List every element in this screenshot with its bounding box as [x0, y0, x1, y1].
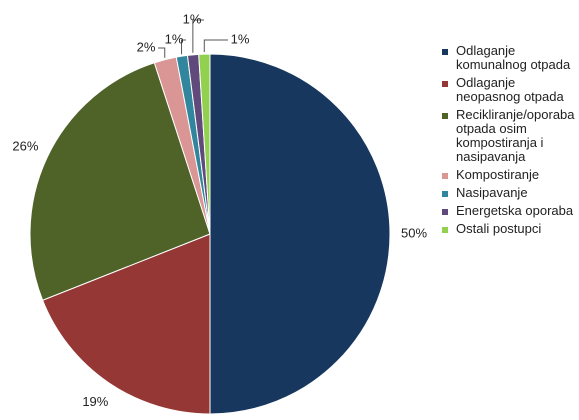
- leader-line: [158, 47, 166, 58]
- legend-label: Energetska oporaba: [456, 203, 574, 218]
- legend-item: Kompostiranje: [440, 168, 576, 182]
- leader-line: [203, 39, 228, 53]
- data-label: 2%: [137, 39, 156, 54]
- legend-label: Odlaganje komunalnog otpada: [456, 43, 571, 72]
- legend-label: Nasipavanje: [456, 185, 528, 200]
- legend-label: Odlaganje neopasnog otpada: [456, 75, 564, 104]
- legend-swatch: [442, 209, 448, 215]
- legend-swatch: [442, 113, 448, 119]
- pie-slice: [29, 62, 211, 301]
- legend-label: Recikliranje/oporaba otpada osim kompost…: [456, 107, 575, 164]
- legend-item: Energetska oporaba: [440, 204, 576, 218]
- legend-item: Ostali postupci: [440, 222, 576, 236]
- legend-swatch: [442, 49, 448, 55]
- legend-item: Odlaganje komunalnog otpada: [440, 44, 576, 72]
- legend-item: Odlaganje neopasnog otpada: [440, 76, 576, 104]
- legend-label: Ostali postupci: [456, 221, 542, 236]
- legend-label: Kompostiranje: [456, 167, 540, 182]
- data-label: 1%: [165, 31, 184, 46]
- data-label: 26%: [12, 139, 38, 154]
- legend-swatch: [442, 191, 448, 197]
- data-label: 50%: [401, 225, 427, 240]
- legend-swatch: [442, 173, 448, 179]
- pie-slice: [198, 53, 211, 235]
- data-label: 19%: [82, 394, 108, 409]
- pie-slice: [209, 53, 391, 415]
- legend-item: Nasipavanje: [440, 186, 576, 200]
- pie-slice: [41, 233, 211, 415]
- data-label: 1%: [231, 31, 250, 46]
- leader-line: [192, 19, 204, 53]
- leader-line: [181, 39, 186, 55]
- legend: Odlaganje komunalnog otpada Odlaganje neo…: [440, 44, 576, 240]
- legend-item: Recikliranje/oporaba otpada osim kompost…: [440, 108, 576, 164]
- data-label: 1%: [183, 11, 202, 26]
- legend-swatch: [442, 81, 448, 87]
- legend-swatch: [442, 227, 448, 233]
